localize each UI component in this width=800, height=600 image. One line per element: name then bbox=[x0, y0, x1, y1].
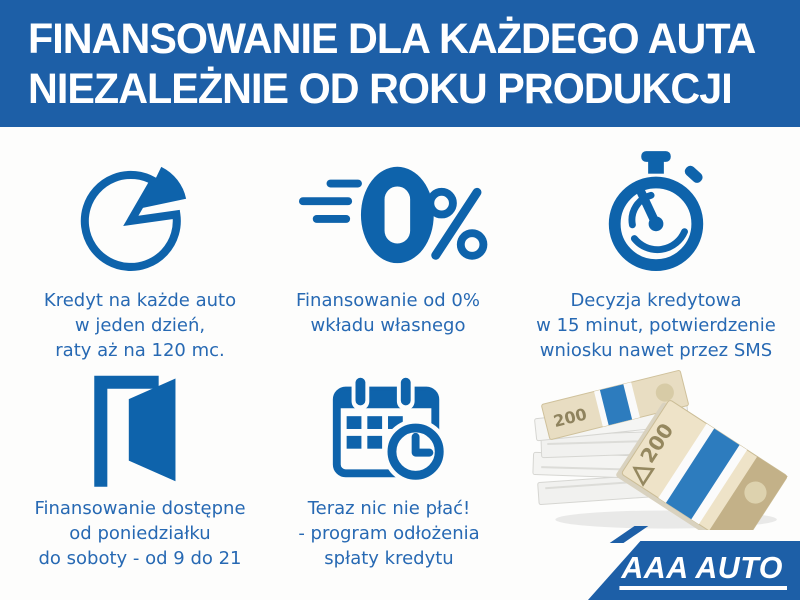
caption-line: raty aż na 120 mc. bbox=[55, 340, 225, 361]
feature-deferred-payment-caption: Teraz nic nie płać! - program odłożenia … bbox=[298, 496, 479, 571]
caption-line: od poniedziałku bbox=[69, 523, 211, 544]
feature-availability: Finansowanie dostępne od poniedziałku do… bbox=[10, 360, 270, 571]
feature-availability-caption: Finansowanie dostępne od poniedziałku do… bbox=[34, 496, 245, 571]
caption-line: Decyzja kredytowa bbox=[570, 290, 742, 311]
money-stacks-photo: 200 200 bbox=[505, 358, 797, 553]
caption-line: wniosku nawet przez SMS bbox=[539, 340, 773, 361]
feature-decision: Decyzja kredytowa w 15 minut, potwierdze… bbox=[515, 140, 797, 363]
feature-credit-caption: Kredyt na każde auto w jeden dzień, raty… bbox=[44, 288, 236, 363]
feature-zero-percent: Finansowanie od 0% wkładu własnego bbox=[266, 140, 510, 338]
zero-percent-icon bbox=[266, 140, 510, 288]
caption-line: spłaty kredytu bbox=[324, 548, 454, 569]
open-door-icon bbox=[10, 360, 270, 496]
aaa-auto-logo-text: AAA AUTO bbox=[619, 552, 787, 590]
caption-line: - program odłożenia bbox=[298, 523, 480, 544]
pie-chart-icon bbox=[10, 140, 270, 288]
stopwatch-icon bbox=[515, 140, 797, 288]
caption-line: do soboty - od 9 do 21 bbox=[38, 548, 242, 569]
feature-decision-caption: Decyzja kredytowa w 15 minut, potwierdze… bbox=[536, 288, 776, 363]
headline-line-1: FINANSOWANIE DLA KAŻDEGO AUTA bbox=[28, 15, 756, 63]
caption-line: w jeden dzień, bbox=[74, 315, 206, 336]
feature-zero-percent-caption: Finansowanie od 0% wkładu własnego bbox=[296, 288, 480, 338]
feature-credit: Kredyt na każde auto w jeden dzień, raty… bbox=[10, 140, 270, 363]
feature-deferred-payment: Teraz nic nie płać! - program odłożenia … bbox=[270, 360, 508, 571]
calendar-clock-icon bbox=[270, 360, 508, 496]
caption-line: Finansowanie od 0% bbox=[296, 290, 480, 311]
caption-line: Finansowanie dostępne bbox=[34, 498, 246, 519]
aaa-auto-logo: AAA AUTO bbox=[587, 541, 800, 600]
header-bar: FINANSOWANIE DLA KAŻDEGO AUTA NIEZALEŻNI… bbox=[0, 0, 800, 127]
caption-line: wkładu własnego bbox=[310, 315, 466, 336]
caption-line: Kredyt na każde auto bbox=[43, 290, 237, 311]
caption-line: Teraz nic nie płać! bbox=[307, 498, 471, 519]
headline-line-2: NIEZALEŻNIE OD ROKU PRODUKCJI bbox=[28, 65, 733, 113]
caption-line: w 15 minut, potwierdzenie bbox=[536, 315, 776, 336]
